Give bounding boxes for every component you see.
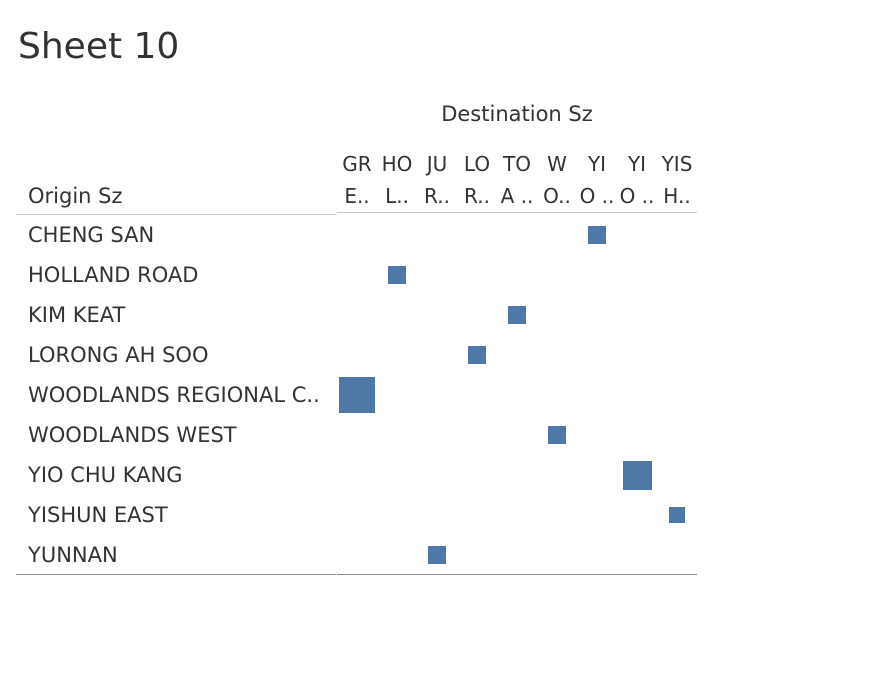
column-label-line1: JU <box>426 152 448 176</box>
column-label-line2: R.. <box>464 184 490 208</box>
column-label-line1: LO <box>463 152 491 176</box>
heatmap-mark[interactable] <box>548 426 566 444</box>
heatmap-mark[interactable] <box>669 507 685 523</box>
row-header-title: Origin Sz <box>28 184 123 208</box>
heatmap-mark[interactable] <box>588 226 606 244</box>
column-label-line1: W <box>547 152 567 176</box>
column-header-divider <box>337 212 697 213</box>
column-label: YIS H.. <box>657 148 697 212</box>
column-label-line1: TO <box>503 152 531 176</box>
column-label: LO R.. <box>457 148 497 212</box>
row-label: WOODLANDS REGIONAL C.. <box>28 383 320 407</box>
row-label: KIM KEAT <box>28 303 126 327</box>
row-header-divider <box>16 214 336 215</box>
row-label: LORONG AH SOO <box>28 343 209 367</box>
heatmap-mark[interactable] <box>428 546 446 564</box>
column-label-line1: YI <box>587 152 607 176</box>
column-label: JU R.. <box>417 148 457 212</box>
column-label-line2: O .. <box>619 184 655 208</box>
sheet-title: Sheet 10 <box>18 26 180 67</box>
row-label: CHENG SAN <box>28 223 155 247</box>
column-label: W O.. <box>537 148 577 212</box>
column-label-line1: YI <box>627 152 647 176</box>
heatmap-mark[interactable] <box>468 346 486 364</box>
column-label: YI O .. <box>577 148 617 212</box>
column-label-line1: HO <box>381 152 413 176</box>
column-label: HO L.. <box>377 148 417 212</box>
column-label-line1: YIS <box>661 152 693 176</box>
column-label-line2: A .. <box>500 184 534 208</box>
column-label-line2: R.. <box>424 184 450 208</box>
column-label-line2: E.. <box>344 184 370 208</box>
row-label: HOLLAND ROAD <box>28 263 199 287</box>
bottom-rule-right <box>337 574 697 575</box>
row-label: YUNNAN <box>28 543 118 567</box>
column-label: TO A .. <box>497 148 537 212</box>
column-label-line2: O .. <box>579 184 615 208</box>
heatmap-mark[interactable] <box>388 266 406 284</box>
heatmap-mark[interactable] <box>622 460 652 490</box>
column-header-title: Destination Sz <box>441 102 593 126</box>
heatmap-plot-area <box>337 215 697 575</box>
row-label: YISHUN EAST <box>28 503 168 527</box>
column-label-line2: O.. <box>543 184 571 208</box>
column-label: YI O .. <box>617 148 657 212</box>
bottom-rule-left <box>16 574 336 575</box>
row-label: WOODLANDS WEST <box>28 423 237 447</box>
column-label-line1: GR <box>342 152 372 176</box>
heatmap-mark[interactable] <box>508 306 526 324</box>
column-label-line2: H.. <box>663 184 691 208</box>
column-label-line2: L.. <box>385 184 409 208</box>
row-label: YIO CHU KANG <box>28 463 183 487</box>
heatmap-mark[interactable] <box>339 377 375 413</box>
column-label: GR E.. <box>337 148 377 212</box>
